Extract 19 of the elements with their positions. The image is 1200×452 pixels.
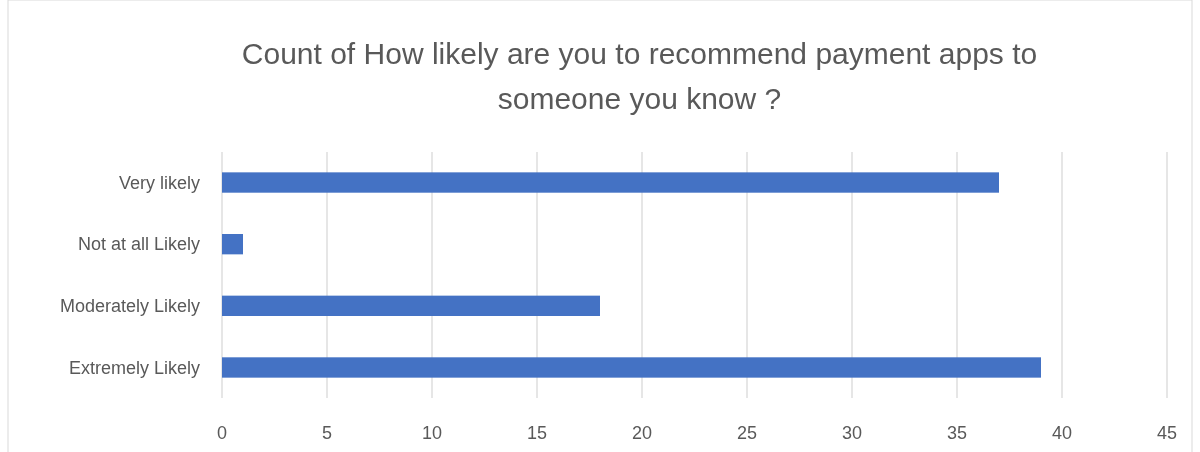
x-tick-label: 20 (631, 423, 653, 443)
x-tick-label: 25 (736, 423, 758, 443)
x-tick-label: 35 (946, 423, 968, 443)
y-tick-label: Moderately Likely (59, 296, 200, 317)
x-tick-label: 0 (216, 423, 228, 443)
x-tick-label: 15 (526, 423, 548, 443)
x-tick-label: 5 (321, 423, 333, 443)
x-tick-label: 40 (1051, 423, 1073, 443)
x-tick-label: 45 (1156, 423, 1178, 443)
bar (222, 357, 1041, 378)
chart-title: Count of How likely are you to recommend payment apps to someone you know ? (241, 37, 1038, 115)
x-tick-label: 30 (841, 423, 863, 443)
bar (222, 234, 243, 255)
x-tick-label: 10 (421, 423, 443, 443)
bar (222, 295, 600, 316)
y-tick-label: Not at all Likely (77, 234, 200, 255)
bar (222, 172, 999, 193)
y-tick-label: Very likely (118, 172, 200, 193)
y-tick-label: Extremely Likely (68, 357, 200, 378)
